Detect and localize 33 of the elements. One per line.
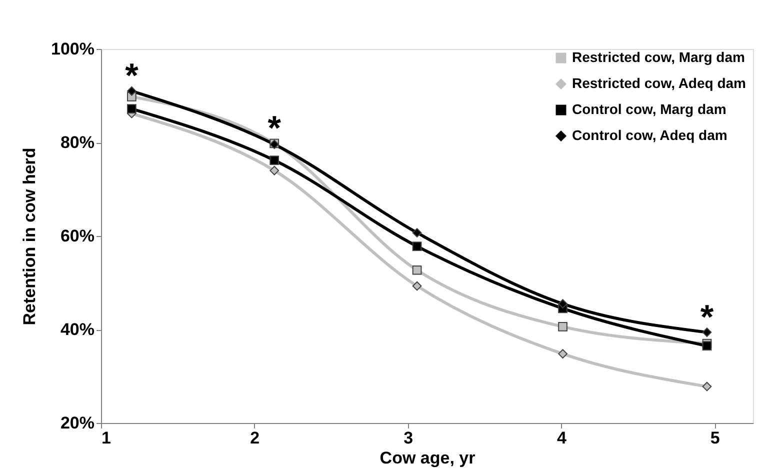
point xyxy=(127,86,136,96)
legend-label: Restricted cow, Marg dam xyxy=(572,49,745,65)
point xyxy=(270,156,280,165)
point xyxy=(412,265,422,275)
x-tick-label: 5 xyxy=(710,428,720,448)
annotation: * xyxy=(125,57,140,96)
point xyxy=(127,104,136,114)
x-tick-label: 1 xyxy=(102,428,111,448)
annotation: * xyxy=(268,109,282,148)
point xyxy=(702,341,712,351)
x-tick-label: 4 xyxy=(557,428,567,448)
x-axis-title: Cow age, yr xyxy=(380,448,476,468)
point xyxy=(702,328,712,337)
y-tick-label: 60% xyxy=(60,226,94,246)
x-tick-label: 3 xyxy=(404,428,414,448)
legend-label: Restricted cow, Adeq dam xyxy=(572,75,746,91)
legend-label: Control cow, Marg dam xyxy=(572,101,726,117)
y-tick-label: 100% xyxy=(51,40,94,58)
point xyxy=(558,349,568,358)
point xyxy=(412,228,422,238)
legend-label: Control cow, Adeq dam xyxy=(572,127,728,143)
point xyxy=(702,382,712,392)
point xyxy=(412,281,422,291)
y-tick-label: 80% xyxy=(60,133,94,152)
point xyxy=(270,166,280,176)
annotation: * xyxy=(700,298,714,336)
point xyxy=(558,322,568,332)
y-tick-label: 20% xyxy=(60,414,94,432)
y-axis-title: Retention in cow herd xyxy=(20,148,40,326)
point xyxy=(412,242,422,251)
point xyxy=(558,299,568,308)
y-tick-label: 40% xyxy=(60,320,94,339)
x-tick-label: 2 xyxy=(250,428,260,448)
